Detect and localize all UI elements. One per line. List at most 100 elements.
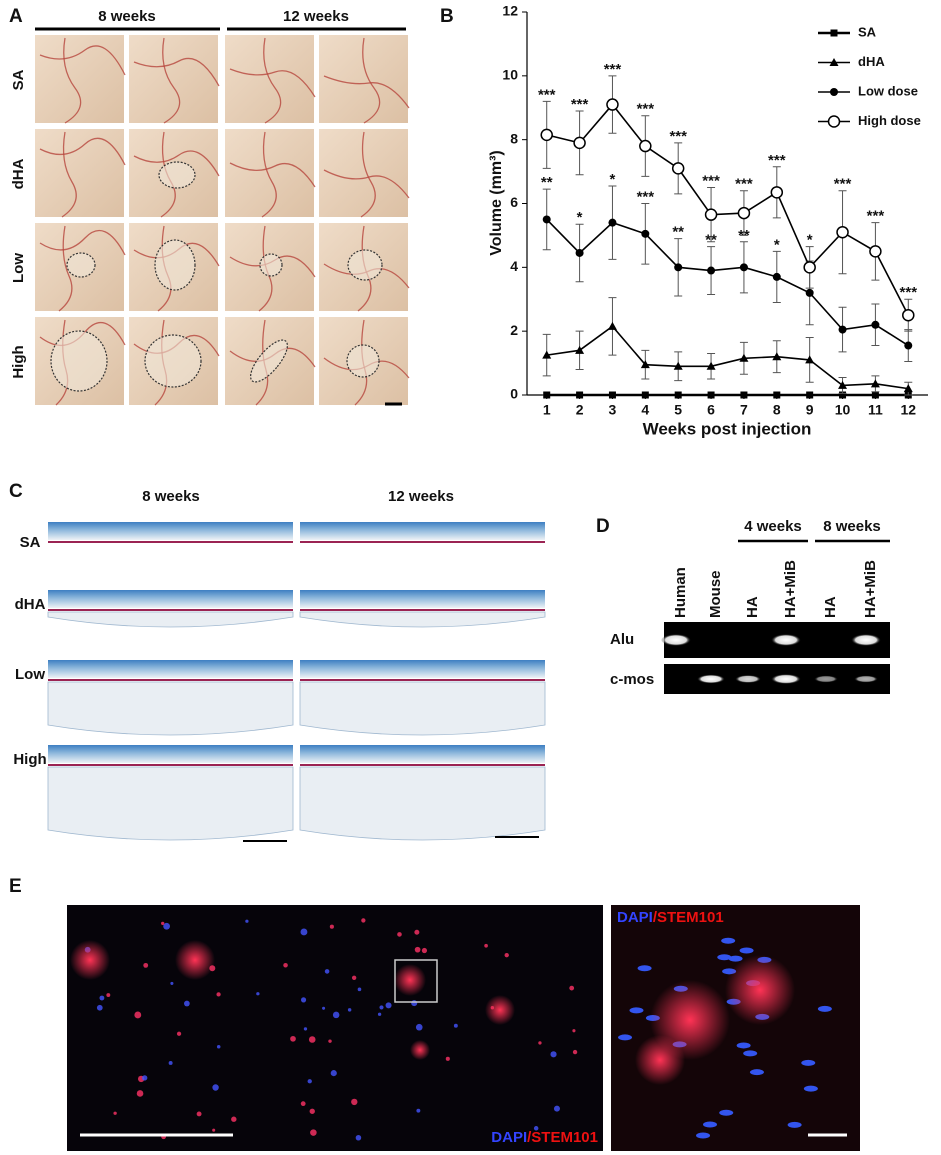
gel-band bbox=[851, 634, 881, 646]
marker bbox=[543, 391, 551, 399]
group-header: 4 weeks bbox=[744, 518, 802, 535]
legend-marker bbox=[829, 58, 839, 66]
cell bbox=[572, 1049, 578, 1055]
marker bbox=[902, 308, 915, 322]
nucleus bbox=[696, 1132, 711, 1139]
lane-labels: Human Mouse HA HA+MiB HA HA+MiB bbox=[672, 560, 879, 618]
nucleus bbox=[801, 1059, 816, 1066]
cell bbox=[332, 1011, 340, 1019]
cell bbox=[216, 1044, 221, 1049]
implant-outline bbox=[259, 253, 283, 277]
column-header: 12 weeks bbox=[388, 488, 454, 505]
y-tick-label: 2 bbox=[510, 322, 518, 338]
cell bbox=[99, 995, 105, 1001]
row-label: SA bbox=[20, 534, 41, 551]
cell bbox=[283, 962, 288, 968]
signal bbox=[394, 964, 426, 996]
panel-e: E DAPI/STEM101 DAPI/STEM101 bbox=[9, 876, 860, 1151]
cell bbox=[361, 918, 366, 923]
significance-label: *** bbox=[834, 176, 852, 193]
significance-label: *** bbox=[669, 128, 687, 145]
x-tick-label: 9 bbox=[806, 402, 814, 418]
legend-marker bbox=[830, 88, 838, 96]
cell bbox=[134, 1011, 142, 1019]
vessel bbox=[61, 131, 77, 218]
cell bbox=[142, 1075, 148, 1081]
photo bbox=[225, 129, 314, 217]
stain-dapi: DAPI bbox=[491, 1129, 527, 1146]
tissue-layer bbox=[48, 660, 293, 678]
cell bbox=[355, 1134, 362, 1141]
hypodermis bbox=[47, 766, 294, 841]
nucleus bbox=[703, 1121, 717, 1128]
histology-grid bbox=[47, 522, 546, 841]
lane-label: HA bbox=[744, 596, 761, 618]
legend-label: SA bbox=[858, 24, 877, 39]
significance-label: *** bbox=[637, 188, 655, 205]
nucleus bbox=[739, 947, 754, 954]
hypodermis bbox=[299, 766, 546, 841]
tissue-layer bbox=[48, 745, 293, 763]
signal bbox=[410, 1040, 430, 1060]
fluorescence-signal bbox=[70, 918, 832, 1141]
row-label: SA bbox=[10, 69, 27, 90]
panel-c: C 8 weeks 12 weeks SA dHA Low High bbox=[9, 481, 546, 842]
panel-label: D bbox=[596, 516, 610, 537]
fluorescence-image bbox=[67, 905, 603, 1151]
vessel bbox=[229, 68, 316, 98]
marker bbox=[639, 139, 652, 153]
nucleus bbox=[749, 1069, 764, 1076]
marker bbox=[706, 361, 716, 370]
legend-label: Low dose bbox=[858, 83, 918, 98]
vessel bbox=[323, 75, 410, 109]
x-tick-label: 1 bbox=[543, 402, 551, 418]
marker bbox=[770, 186, 784, 199]
inset-box bbox=[394, 959, 438, 1003]
marker bbox=[641, 229, 650, 238]
cell bbox=[231, 1116, 237, 1122]
lane-label: HA bbox=[822, 596, 839, 618]
implant-outline bbox=[144, 334, 202, 388]
marker bbox=[773, 391, 781, 399]
cell bbox=[163, 922, 171, 930]
marker bbox=[575, 248, 584, 257]
marker bbox=[805, 288, 814, 297]
x-tick-label: 7 bbox=[740, 402, 748, 418]
marker bbox=[903, 384, 913, 393]
stain-stem101: /STEM101 bbox=[527, 1129, 598, 1146]
significance-label: *** bbox=[571, 96, 589, 113]
hypodermis bbox=[47, 681, 294, 736]
significance-label: *** bbox=[867, 208, 885, 225]
significance-label: *** bbox=[702, 173, 720, 190]
marker bbox=[674, 391, 682, 399]
marker bbox=[640, 360, 650, 369]
cell bbox=[550, 1051, 557, 1058]
significance-label: *** bbox=[538, 86, 556, 103]
gel-band bbox=[814, 675, 838, 683]
nucleus bbox=[719, 1109, 734, 1116]
cell bbox=[415, 1023, 423, 1031]
nucleus bbox=[618, 1034, 633, 1041]
significance-label: * bbox=[774, 236, 780, 253]
cell bbox=[572, 1029, 576, 1033]
significance-label: *** bbox=[735, 176, 753, 193]
cell bbox=[143, 962, 149, 968]
cell bbox=[397, 932, 402, 937]
marker bbox=[540, 128, 553, 142]
column-header: 8 weeks bbox=[142, 488, 200, 505]
marker bbox=[803, 261, 816, 274]
tissue-layer bbox=[300, 660, 545, 678]
vessel bbox=[39, 45, 126, 76]
cell bbox=[309, 1108, 315, 1114]
gel-band bbox=[661, 634, 691, 646]
nucleus bbox=[803, 1085, 818, 1092]
marker bbox=[671, 162, 685, 175]
cell bbox=[553, 1105, 560, 1112]
significance-label: * bbox=[577, 209, 583, 226]
row-label: Low bbox=[15, 666, 45, 683]
lane-label: HA+MiB bbox=[862, 560, 879, 618]
cell bbox=[504, 952, 509, 958]
cell bbox=[300, 1101, 306, 1107]
nucleus bbox=[717, 954, 732, 961]
